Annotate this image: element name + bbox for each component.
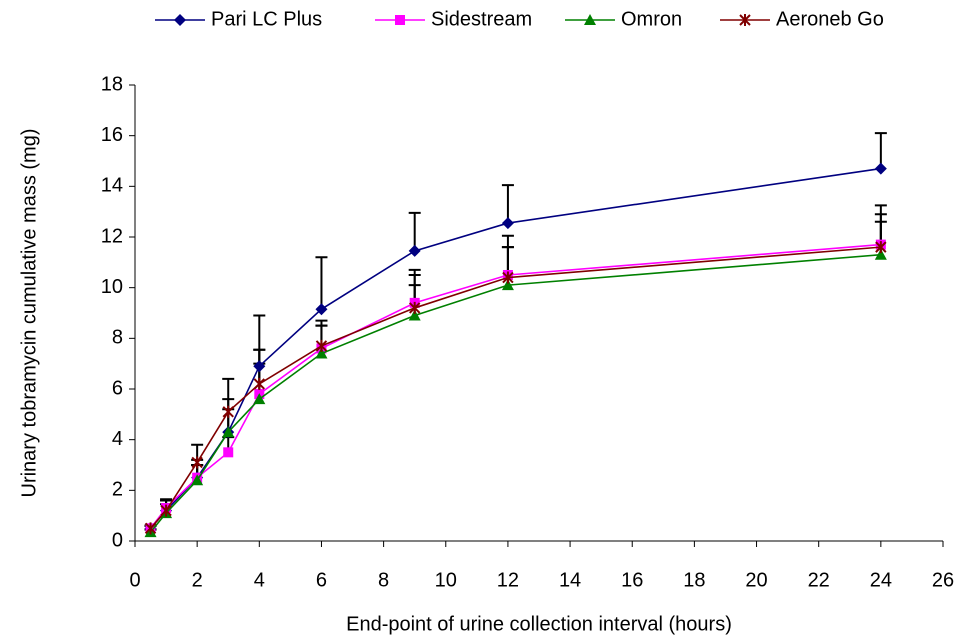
y-tick-label: 6 <box>112 377 123 399</box>
data-point <box>253 377 266 390</box>
data-point <box>315 303 328 316</box>
data-point <box>408 309 421 321</box>
x-tick-label: 0 <box>129 569 140 591</box>
y-tick-label: 4 <box>112 428 123 450</box>
x-tick-label: 12 <box>497 569 519 591</box>
y-tick-label: 8 <box>112 327 123 349</box>
x-tick-label: 10 <box>435 569 457 591</box>
y-tick-label: 10 <box>101 276 123 298</box>
x-tick-label: 26 <box>932 569 954 591</box>
data-point <box>315 347 328 359</box>
data-point <box>222 426 235 438</box>
data-point <box>875 241 887 254</box>
error-bar <box>408 211 421 251</box>
x-tick-label: 24 <box>870 569 892 591</box>
x-tick-label: 16 <box>621 569 643 591</box>
data-point <box>501 279 514 291</box>
legend-label: Sidestream <box>431 8 532 30</box>
x-axis-label: End-point of urine collection interval (… <box>346 613 732 635</box>
y-tick-label: 2 <box>112 479 123 501</box>
x-tick-label: 18 <box>683 569 705 591</box>
y-tick-label: 12 <box>101 225 123 247</box>
x-tick-label: 4 <box>254 569 265 591</box>
y-tick-label: 0 <box>112 529 123 551</box>
x-tick-label: 8 <box>378 569 389 591</box>
data-point <box>160 504 172 517</box>
legend-marker <box>395 15 405 25</box>
x-tick-label: 2 <box>192 569 203 591</box>
x-tick-label: 20 <box>745 569 767 591</box>
legend-marker <box>584 14 596 25</box>
x-tick-label: 14 <box>559 569 581 591</box>
data-point <box>408 301 421 314</box>
x-tick-label: 6 <box>316 569 327 591</box>
data-point <box>874 162 887 175</box>
y-tick-label: 18 <box>101 73 123 95</box>
data-point <box>191 456 203 469</box>
data-point <box>253 360 266 373</box>
data-point <box>502 271 514 284</box>
x-tick-label: 22 <box>808 569 830 591</box>
data-point <box>191 474 204 486</box>
data-point <box>253 393 266 405</box>
error-bar <box>315 256 328 310</box>
error-bar <box>501 184 514 224</box>
legend-label: Aeroneb Go <box>776 8 884 30</box>
legend-label: Omron <box>621 8 682 30</box>
legend-marker <box>739 14 751 26</box>
legend-marker <box>174 14 186 26</box>
legend-label: Pari LC Plus <box>211 8 322 30</box>
data-point <box>315 339 328 352</box>
data-point <box>408 244 421 257</box>
data-point <box>874 248 887 260</box>
data-point <box>222 405 234 418</box>
data-point <box>223 447 234 458</box>
y-axis-label: Urinary tobramycin cumulative mass (mg) <box>18 129 40 498</box>
data-point <box>501 217 514 230</box>
y-tick-label: 14 <box>101 175 123 197</box>
y-tick-label: 16 <box>101 124 123 146</box>
data-point <box>144 522 157 535</box>
